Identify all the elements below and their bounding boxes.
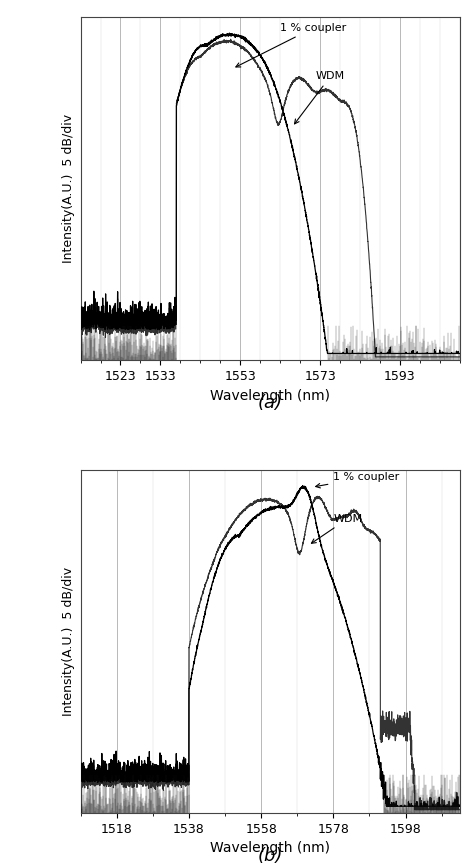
- Text: 1 % coupler: 1 % coupler: [316, 472, 400, 488]
- Text: 1 % coupler: 1 % coupler: [236, 23, 346, 67]
- Text: (b): (b): [257, 847, 283, 865]
- Text: WDM: WDM: [294, 71, 345, 124]
- X-axis label: Wavelength (nm): Wavelength (nm): [210, 388, 330, 402]
- Text: WDM: WDM: [311, 514, 363, 543]
- Text: (a): (a): [258, 394, 283, 413]
- X-axis label: Wavelength (nm): Wavelength (nm): [210, 842, 330, 855]
- Y-axis label: Intensity(A.U.)  5 dB/div: Intensity(A.U.) 5 dB/div: [62, 114, 75, 263]
- Y-axis label: Intensity(A.U.)  5 dB/div: Intensity(A.U.) 5 dB/div: [62, 567, 75, 716]
